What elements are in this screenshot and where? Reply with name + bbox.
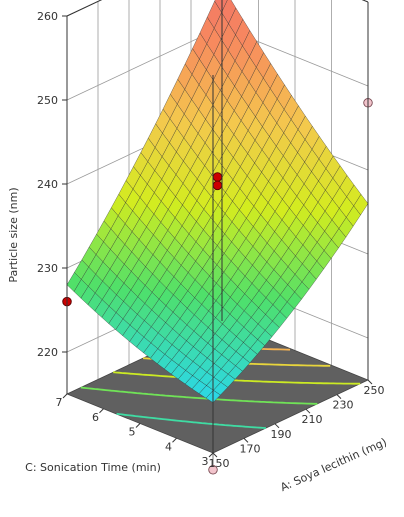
x-tick-label: 150: [209, 457, 230, 470]
y-tick-label: 6: [92, 411, 99, 424]
design-point: [208, 465, 218, 475]
frame-edge: [66, 0, 103, 17]
x-tick-label: 210: [302, 413, 323, 426]
tick-labels: 220 230 240 250 260 150 170 190 210 230 250 3 4 5 6 7: [37, 10, 385, 470]
x-tick: [305, 408, 311, 414]
contour-line: [116, 412, 267, 429]
y-tick-label: 7: [56, 396, 63, 409]
y-tick: [99, 408, 104, 414]
x-tick-label: 250: [364, 384, 385, 397]
y-tick-label: 5: [129, 426, 136, 439]
response-surface: [66, 0, 369, 403]
x-tick: [243, 438, 249, 443]
y-tick: [62, 393, 68, 399]
x-tick-label: 170: [240, 442, 261, 455]
contour-line: [80, 386, 318, 405]
y-tick-label: 3: [202, 455, 209, 468]
z-axis-title: Particle size (nm): [7, 187, 20, 282]
design-points: [62, 98, 373, 475]
y-tick-label: 4: [165, 440, 172, 453]
y-tick: [208, 452, 214, 458]
x-tick: [336, 394, 342, 399]
x-tick-label: 190: [271, 428, 292, 441]
x-tick: [367, 379, 373, 385]
x-axis-title: A: Soya lecithin (mg): [278, 435, 388, 494]
y-axis-title: C: Sonication Time (min): [25, 461, 161, 474]
z-tick-label: 250: [37, 94, 58, 107]
z-tick-label: 240: [37, 178, 58, 191]
design-point: [212, 172, 223, 182]
box-frame: [66, 0, 369, 453]
design-point: [212, 180, 223, 191]
z-tick-label: 260: [37, 10, 58, 23]
x-tick: [212, 452, 218, 458]
y-tick: [172, 437, 177, 443]
x-tick-label: 230: [333, 399, 354, 412]
y-tick: [135, 423, 141, 428]
x-tick: [274, 423, 280, 429]
z-tick-label: 220: [37, 346, 58, 359]
z-tick-label: 230: [37, 262, 58, 275]
